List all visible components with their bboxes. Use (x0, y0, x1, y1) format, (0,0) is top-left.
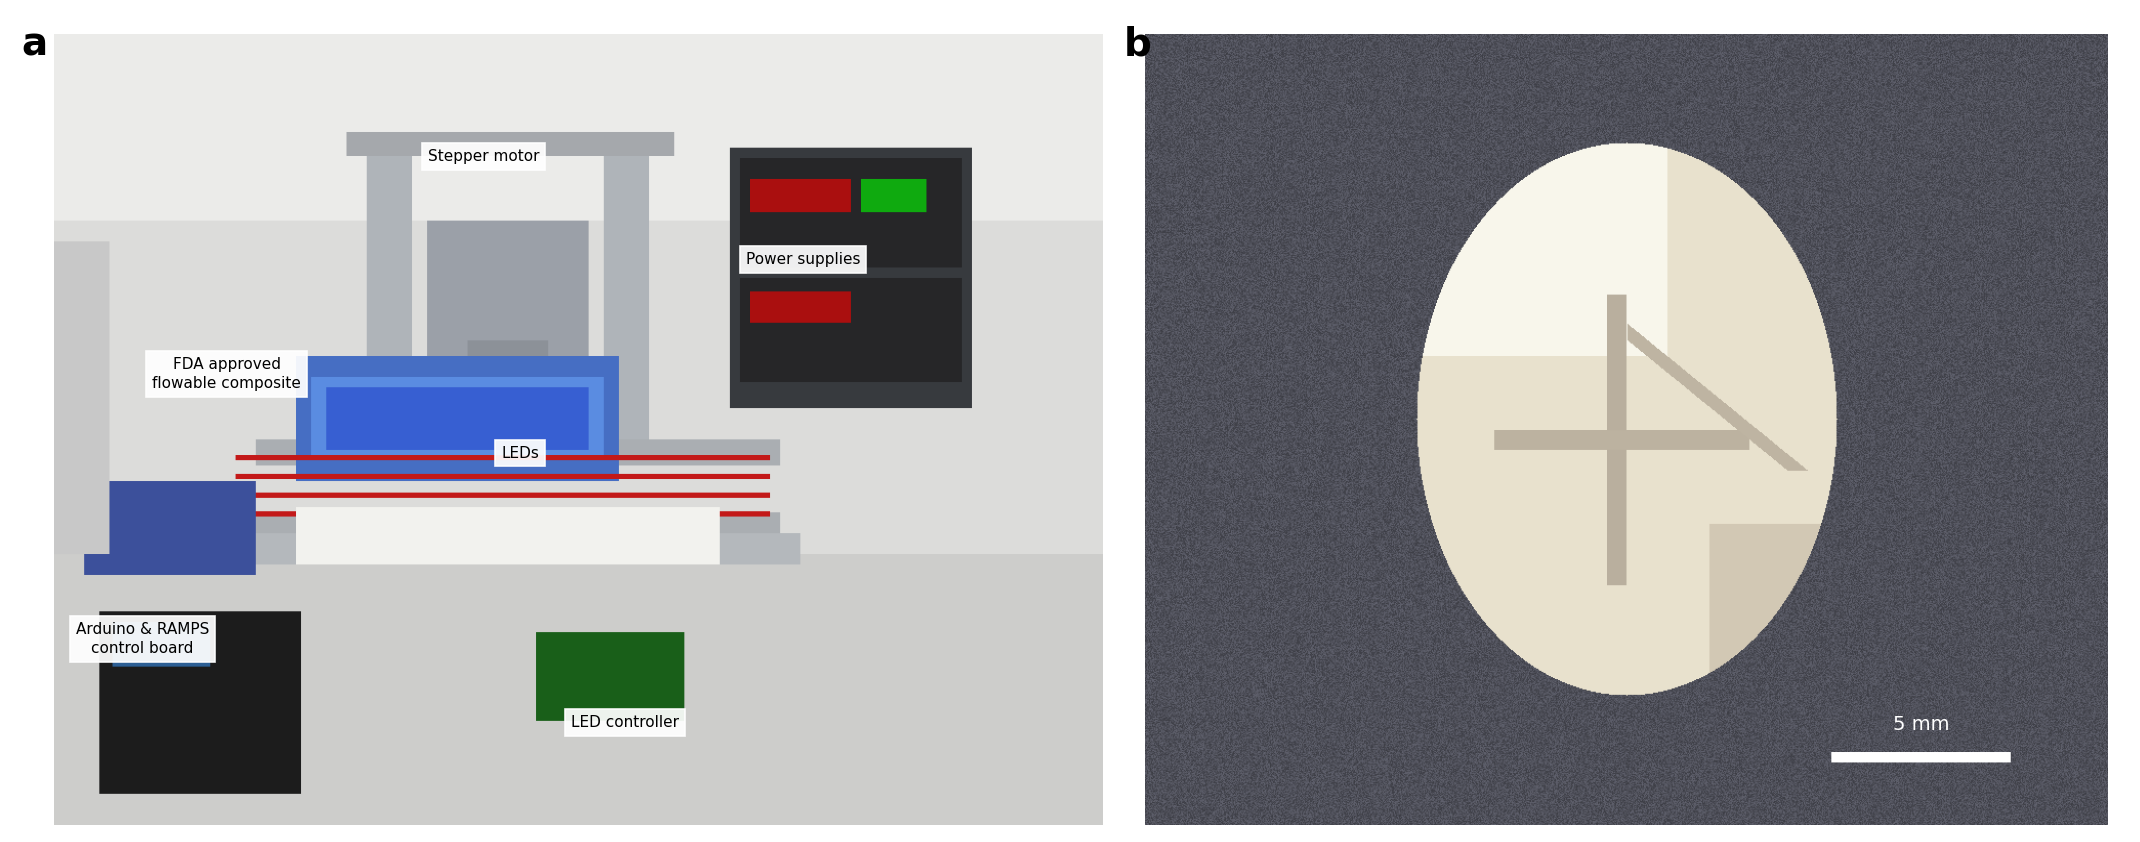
Text: Stepper motor: Stepper motor (428, 149, 539, 164)
Text: Power supplies: Power supplies (747, 252, 860, 267)
Text: LEDs: LEDs (501, 445, 539, 461)
Text: 5 mm: 5 mm (1894, 715, 1950, 734)
Text: a: a (21, 25, 47, 63)
Text: FDA approved
flowable composite: FDA approved flowable composite (152, 357, 302, 392)
Text: b: b (1124, 25, 1151, 63)
Text: Arduino & RAMPS
control board: Arduino & RAMPS control board (75, 622, 210, 656)
Text: LED controller: LED controller (571, 715, 678, 730)
